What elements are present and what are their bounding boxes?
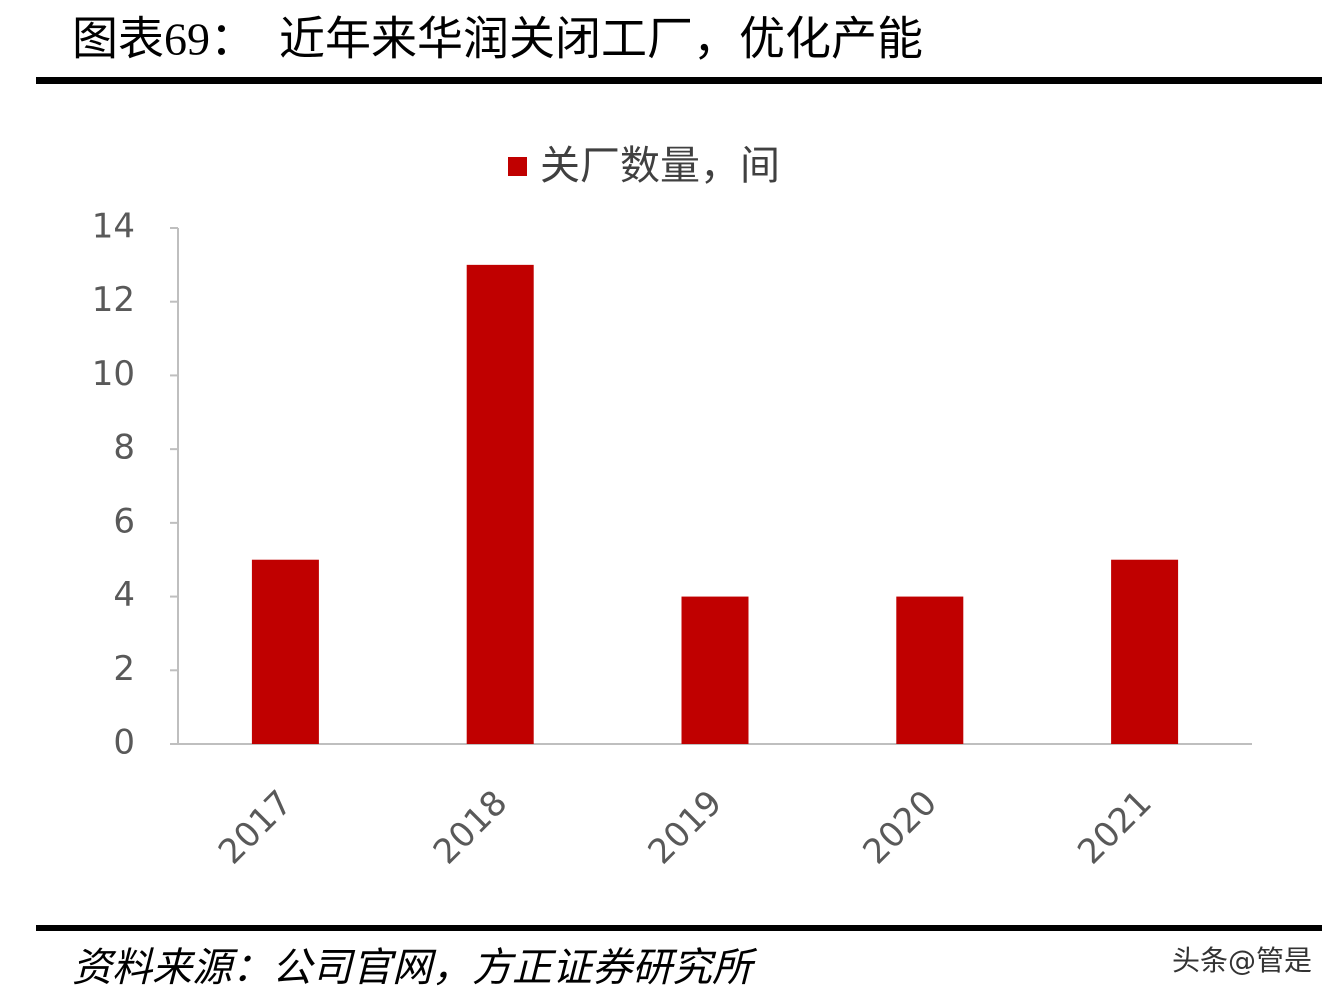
watermark: 头条@管是	[1172, 944, 1312, 977]
legend-swatch	[508, 157, 527, 176]
x-tick-label: 2021	[1070, 783, 1159, 872]
y-tick-label: 8	[113, 428, 135, 468]
y-tick-label: 2	[113, 649, 135, 689]
source-rule	[36, 925, 1322, 931]
bar	[251, 559, 319, 744]
x-tick-label: 2017	[211, 783, 300, 872]
x-tick-label: 2019	[641, 783, 730, 872]
y-tick-label: 14	[92, 207, 135, 247]
y-tick-label: 0	[113, 723, 135, 763]
y-tick-label: 6	[113, 501, 135, 541]
y-tick-label: 10	[92, 354, 135, 394]
title-rule	[36, 77, 1322, 84]
y-tick-label: 4	[113, 575, 135, 615]
x-tick-label: 2020	[855, 783, 944, 872]
y-tick-label: 12	[92, 280, 135, 320]
bar	[681, 596, 749, 744]
x-tick-label: 2018	[426, 783, 515, 872]
source: 资料来源：公司官网，方正证券研究所	[72, 945, 758, 990]
bar	[1111, 559, 1179, 744]
chart-title: 图表69： 近年来华润关闭工厂，优化产能	[72, 14, 923, 65]
bar	[466, 264, 534, 744]
legend-label: 关厂数量，间	[540, 143, 780, 189]
bar	[896, 596, 964, 744]
